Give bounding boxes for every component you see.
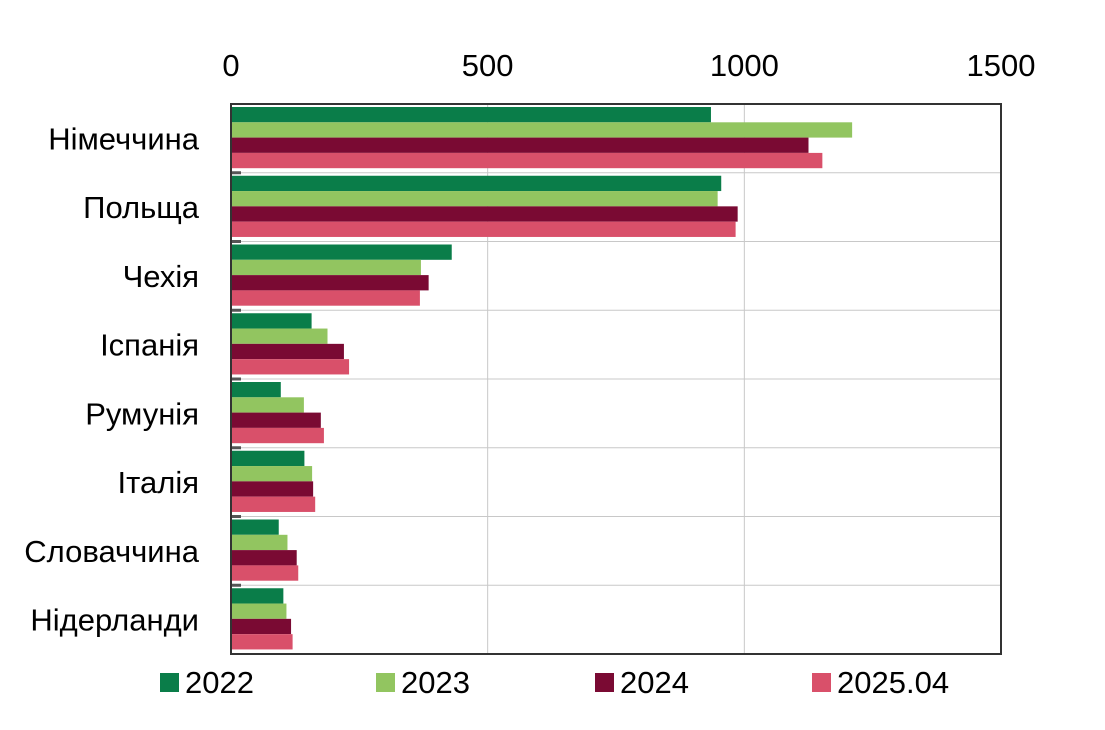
bar-2024 — [231, 550, 297, 566]
category-label: Румунія — [85, 396, 199, 431]
bar-2023 — [231, 603, 287, 619]
bar-2022 — [231, 313, 312, 329]
bars — [231, 107, 853, 650]
bar-2024 — [231, 412, 321, 428]
bar-2022 — [231, 519, 279, 535]
category-label: Нідерланди — [30, 603, 199, 638]
category-labels: Німеччина Польща Чехія Іспанія Румунія Італія… — [24, 121, 199, 637]
x-tick-label: 500 — [462, 48, 514, 83]
bar-2022 — [231, 244, 452, 260]
bar-2023 — [231, 466, 313, 482]
bar-2025-04 — [231, 359, 350, 375]
bar-2025-04 — [231, 152, 823, 169]
plot-area-frame — [230, 103, 1002, 655]
category-label: Німеччина — [48, 121, 200, 156]
bar-2025-04 — [231, 496, 316, 512]
bar-2022 — [231, 450, 305, 467]
bar-2025-04 — [231, 427, 324, 444]
bar-2023 — [231, 328, 328, 344]
bar-2025-04 — [231, 221, 736, 237]
bar-2024 — [231, 206, 738, 222]
legend-label: 2025.04 — [837, 665, 949, 700]
bar-2023 — [231, 397, 304, 413]
bar-2022 — [231, 588, 284, 604]
bar-2024 — [231, 481, 314, 497]
bar-2025-04 — [231, 290, 420, 306]
bar-2023 — [231, 534, 288, 551]
x-axis-ticks: 0 500 1000 1500 — [222, 48, 1035, 83]
bar-2022 — [231, 382, 281, 398]
bar-2023 — [231, 191, 718, 207]
bar-2024 — [231, 137, 809, 153]
category-label: Італія — [118, 465, 199, 500]
x-tick-label: 1000 — [710, 48, 779, 83]
legend-label: 2023 — [401, 665, 470, 700]
bar-2023 — [231, 122, 853, 138]
legend-swatch — [160, 673, 179, 692]
legend-swatch — [595, 673, 614, 692]
bar-2022 — [231, 107, 711, 123]
category-label: Іспанія — [100, 328, 199, 363]
bar-2025-04 — [231, 565, 299, 581]
legend-label: 2022 — [185, 665, 254, 700]
legend-label: 2024 — [620, 665, 689, 700]
legend-swatch — [812, 673, 831, 692]
gridlines — [231, 104, 1001, 654]
legend-swatch — [376, 673, 395, 692]
bar-2024 — [231, 343, 344, 360]
x-tick-label: 0 — [222, 48, 239, 83]
bar-2025-04 — [231, 634, 293, 650]
category-label: Чехія — [123, 259, 199, 294]
category-label: Польща — [83, 190, 200, 225]
category-label: Словаччина — [24, 534, 199, 569]
bar-2023 — [231, 259, 421, 276]
legend: 2022 2023 2024 2025.04 — [160, 665, 949, 700]
x-tick-label: 1500 — [967, 48, 1036, 83]
bar-2024 — [231, 275, 429, 291]
bar-2024 — [231, 618, 292, 635]
bar-2022 — [231, 175, 722, 192]
